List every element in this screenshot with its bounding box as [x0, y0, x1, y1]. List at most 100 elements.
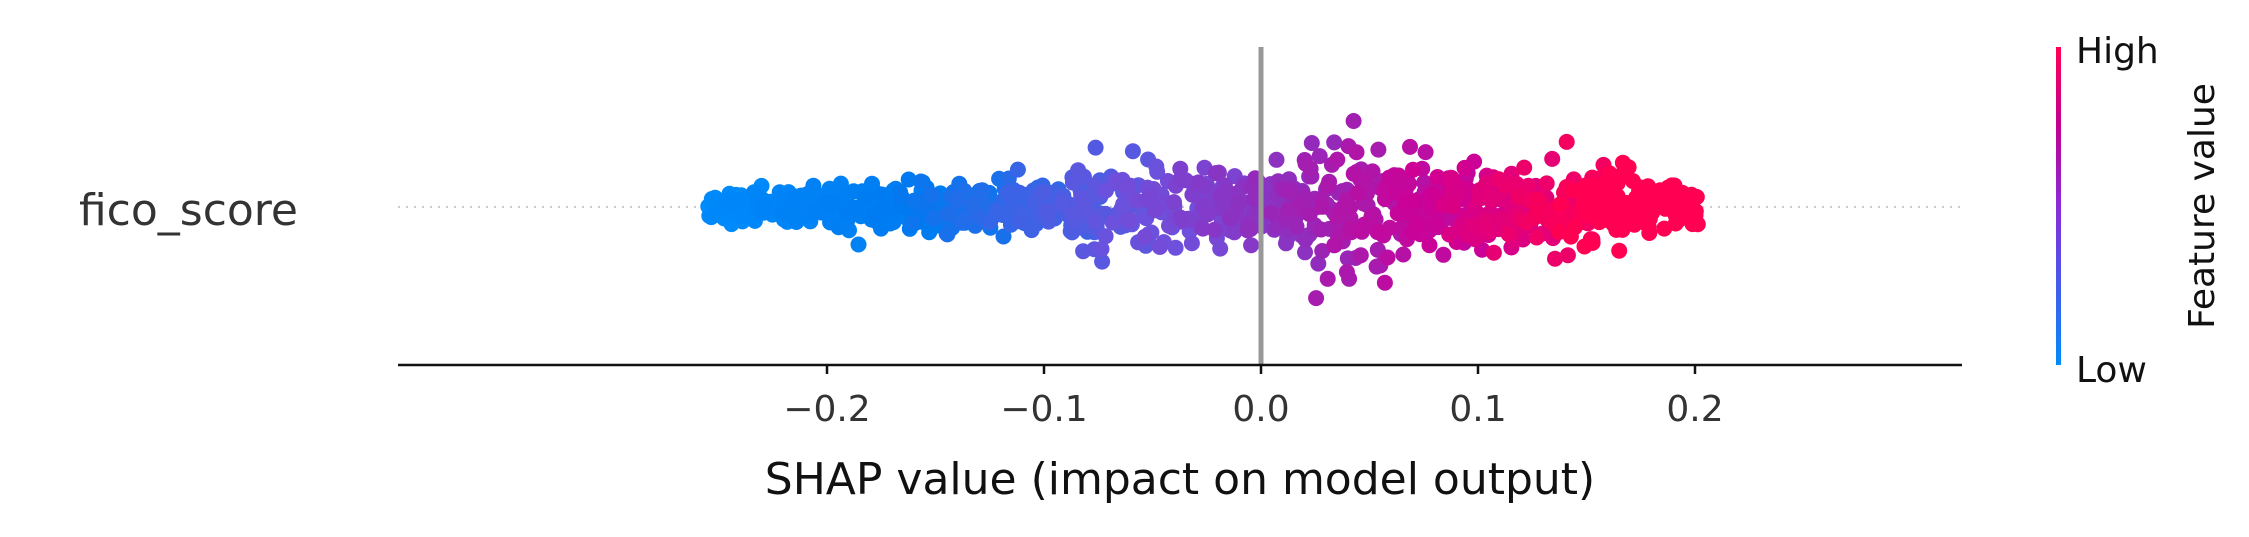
shap-point [1230, 195, 1247, 212]
colorbar [2056, 47, 2061, 365]
shap-point [927, 210, 944, 227]
shap-point [1538, 175, 1555, 192]
shap-point [1406, 193, 1423, 210]
shap-point [1124, 143, 1141, 160]
shap-point [1190, 174, 1207, 191]
shap-point [903, 215, 920, 232]
shap-point [830, 219, 847, 236]
shap-point [799, 186, 816, 203]
shap-point [1544, 150, 1561, 167]
shap-point [774, 205, 791, 222]
shap-point [1405, 161, 1421, 178]
shap-point [1608, 221, 1625, 238]
shap-point [1338, 264, 1355, 280]
shap-point [1402, 138, 1418, 155]
shap-point [1345, 165, 1362, 182]
shap-point [1199, 206, 1216, 223]
shap-point [1613, 167, 1629, 184]
shap-point [1297, 244, 1313, 261]
shap-point [1221, 210, 1238, 227]
shap-point [1319, 270, 1336, 287]
shap-point [850, 236, 867, 253]
feature-label: fico_score [79, 185, 298, 236]
shap-point [755, 204, 772, 221]
colorbar-high-label: High [2076, 31, 2159, 72]
shap-point [1435, 246, 1452, 263]
shap-point [1421, 237, 1438, 254]
shap-point [1478, 214, 1495, 231]
shap-point [1297, 155, 1314, 172]
shap-point [1087, 139, 1104, 156]
shap-point [1308, 290, 1325, 307]
shap-point [1551, 210, 1568, 227]
shap-point [964, 196, 981, 213]
shap-point [1326, 237, 1343, 254]
shap-point [1011, 184, 1028, 201]
shap-point [1314, 198, 1331, 215]
shap-point [1194, 220, 1211, 237]
shap-point [1379, 249, 1396, 266]
shap-point [1425, 186, 1442, 202]
shap-point [873, 220, 889, 237]
shap-point [1097, 182, 1114, 199]
shap-point [1559, 247, 1576, 264]
shap-point [949, 192, 966, 209]
shap-point [1626, 216, 1643, 233]
shap-point [995, 228, 1012, 245]
shap-point [1334, 200, 1351, 217]
shap-point [841, 205, 858, 221]
shap-point [1268, 151, 1285, 168]
shap-point [1352, 247, 1369, 264]
shap-point [1172, 209, 1189, 226]
shap-point [1558, 133, 1575, 150]
shap-point [1614, 154, 1631, 171]
shap-point [905, 192, 922, 209]
colorbar-title: Feature value [2182, 83, 2223, 329]
shap-point [1313, 221, 1330, 238]
shap-point [1478, 175, 1495, 192]
x-tick-label: −0.1 [1000, 389, 1087, 430]
shap-point [1656, 220, 1673, 237]
shap-point [974, 182, 991, 199]
shap-point [1311, 148, 1328, 165]
shap-point [1348, 144, 1365, 161]
x-axis-title: SHAP value (impact on model output) [765, 454, 1595, 505]
shap-point [1370, 141, 1387, 158]
shap-point [1682, 190, 1699, 207]
shap-point [1242, 221, 1259, 238]
shap-point [1301, 206, 1318, 223]
shap-point [1611, 242, 1628, 259]
shap-point [1319, 177, 1336, 194]
shap-point [864, 175, 880, 192]
x-tick-label: 0.0 [1232, 389, 1289, 430]
shap-point [1303, 135, 1320, 151]
shap-point [1070, 162, 1087, 179]
shap-point [1310, 255, 1327, 272]
shap-point [1142, 188, 1159, 205]
shap-point [1500, 226, 1517, 243]
shap-point [1263, 204, 1280, 221]
shap-point [1485, 244, 1502, 261]
shap-point [1243, 237, 1260, 254]
shap-point [1149, 163, 1166, 180]
shap-point [1590, 193, 1607, 210]
shap-point [1364, 163, 1381, 180]
shap-point [1520, 177, 1537, 194]
shap-point [912, 173, 929, 190]
shap-point [1483, 189, 1500, 206]
shap-point [1207, 165, 1224, 182]
shap-point [787, 209, 803, 226]
shap-point [857, 190, 874, 207]
shap-point [1120, 212, 1136, 229]
shap-point [1104, 214, 1121, 231]
shap-point [1516, 159, 1533, 176]
shap-point [1151, 239, 1168, 255]
shap-point [1011, 213, 1028, 230]
shap-point [959, 209, 976, 226]
x-axis-ticks: −0.2 −0.1 0.0 0.1 0.2 [783, 365, 1724, 430]
shap-point [1094, 253, 1111, 270]
shap-point [1607, 191, 1624, 208]
shap-point [1245, 191, 1262, 207]
shap-point [1456, 159, 1473, 176]
